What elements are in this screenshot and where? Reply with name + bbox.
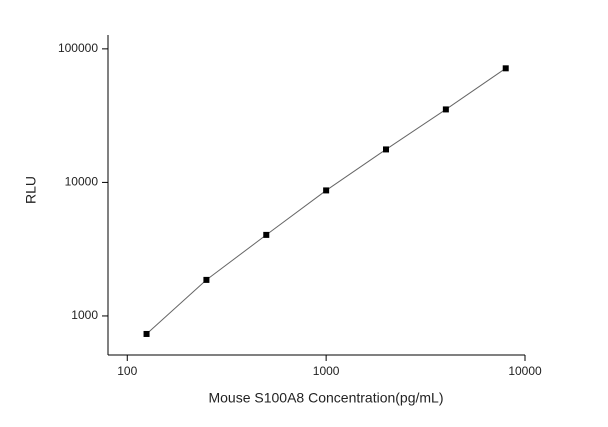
data-point (263, 231, 270, 238)
x-tick-label: 100 (117, 364, 137, 378)
x-axis-label: Mouse S100A8 Concentration(pg/mL) (208, 390, 443, 406)
data-line (146, 67, 507, 335)
data-point (323, 187, 330, 194)
data-point (383, 146, 389, 153)
y-tick-label: 1000 (71, 308, 98, 322)
y-tick-label: 100000 (58, 41, 98, 55)
data-point (442, 106, 449, 113)
x-tick-label: 10000 (508, 364, 542, 378)
y-tick-label: 10000 (65, 175, 99, 189)
x-tick-label: 1000 (313, 364, 340, 378)
data-point (203, 276, 210, 283)
data-point (502, 65, 509, 72)
data-point (143, 330, 150, 337)
y-axis-label: RLU (23, 176, 39, 204)
